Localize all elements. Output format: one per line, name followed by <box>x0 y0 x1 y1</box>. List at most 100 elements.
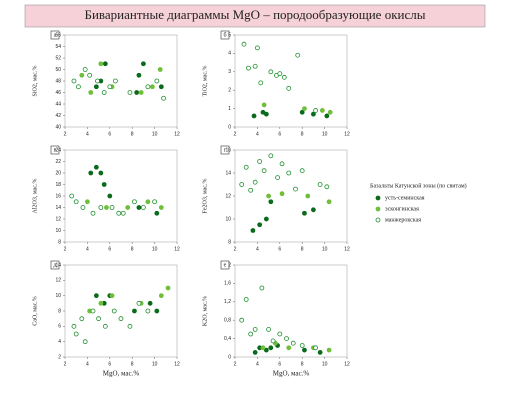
point <box>98 300 104 306</box>
point <box>80 205 86 210</box>
point <box>90 308 96 314</box>
x-tick-label: 8 <box>131 246 134 252</box>
x-tick-label: 8 <box>131 131 134 137</box>
x-axis-label: MgO, мас.% <box>273 370 310 378</box>
panel-box <box>50 30 60 40</box>
point <box>87 72 93 78</box>
point <box>154 308 160 314</box>
x-tick-label: 4 <box>256 361 259 367</box>
y-tick-label: 1,2 <box>224 299 231 305</box>
point <box>98 170 104 176</box>
y-tick-label: 0 <box>228 354 231 360</box>
y-tick-label: 12 <box>225 193 231 199</box>
legend-label: эсконгинская <box>385 206 419 212</box>
x-tick-label: 6 <box>108 361 111 367</box>
point <box>324 113 330 119</box>
point <box>248 187 254 193</box>
plot-frame <box>64 34 178 128</box>
y-tick-label: 2 <box>228 88 231 94</box>
point <box>279 161 285 167</box>
point <box>299 168 305 174</box>
y-tick-label: 20 <box>55 170 61 176</box>
panel-box <box>50 260 60 270</box>
point <box>252 326 258 332</box>
y-axis-label: SiO2, мас.% <box>32 66 38 97</box>
x-axis-label: MgO, мас.% <box>103 370 140 378</box>
point <box>127 90 133 95</box>
panel-letter: е <box>224 262 227 268</box>
plot-frame <box>234 34 348 128</box>
x-tick-label: 8 <box>301 131 304 137</box>
y-tick-label: 44 <box>55 101 61 107</box>
y-tick-label: 54 <box>55 44 61 50</box>
point <box>295 52 301 58</box>
point <box>79 316 85 322</box>
y-tick-label: 4 <box>228 51 231 57</box>
y-axis-label: CaO, мас.% <box>32 296 38 326</box>
point <box>243 164 249 170</box>
point <box>73 199 79 205</box>
point <box>279 191 285 197</box>
y-tick-label: 0,4 <box>224 336 231 342</box>
y-tick-label: 14 <box>55 262 61 268</box>
legend-label: усть-семинская <box>385 195 425 201</box>
y-tick-label: 42 <box>55 113 61 119</box>
point <box>252 63 258 69</box>
y-tick-label: 12 <box>55 216 61 222</box>
y-axis-label: TiO2, мас.% <box>202 65 208 96</box>
point <box>120 210 126 216</box>
point <box>305 193 311 199</box>
panel-letter: а <box>54 32 57 38</box>
y-tick-label: 12 <box>55 278 61 284</box>
point <box>286 85 292 91</box>
y-axis-label: Fe2O3, мас.% <box>202 179 208 214</box>
x-tick-label: 8 <box>301 246 304 252</box>
point <box>266 193 272 199</box>
legend-label: манжерокская <box>385 217 421 223</box>
point <box>157 67 163 72</box>
point <box>132 199 137 205</box>
point <box>145 84 151 90</box>
point <box>90 210 96 216</box>
y-tick-label: 5 <box>228 32 231 38</box>
x-tick-label: 12 <box>344 131 350 137</box>
y-tick-label: 14 <box>55 205 61 211</box>
y-tick-label: 8 <box>58 239 61 245</box>
plot-frame <box>64 264 178 358</box>
y-tick-label: 40 <box>55 124 61 130</box>
x-tick-label: 10 <box>322 246 328 252</box>
y-tick-label: 52 <box>55 55 61 61</box>
point <box>319 108 325 113</box>
y-tick-label: 4 <box>58 339 61 345</box>
x-tick-label: 12 <box>344 361 350 367</box>
point <box>268 345 274 351</box>
point <box>310 207 316 213</box>
point <box>132 308 137 314</box>
point <box>140 61 146 67</box>
point <box>241 41 247 47</box>
point <box>107 84 113 90</box>
y-tick-label: 10 <box>225 216 231 222</box>
y-tick-label: 0,8 <box>224 318 231 324</box>
y-tick-label: 6 <box>58 324 61 330</box>
y-tick-label: 10 <box>55 293 61 299</box>
point <box>268 153 274 159</box>
point <box>251 113 257 119</box>
legend-marker <box>375 195 381 201</box>
point <box>145 308 151 314</box>
point <box>158 293 164 299</box>
y-tick-label: 46 <box>55 90 61 96</box>
panel-box <box>220 30 230 40</box>
point <box>258 80 264 86</box>
y-tick-label: 8 <box>58 308 61 314</box>
x-tick-label: 2 <box>64 361 67 367</box>
y-tick-label: 8 <box>228 239 231 245</box>
point <box>259 285 265 291</box>
point <box>82 339 88 345</box>
point <box>317 182 323 187</box>
point <box>281 74 287 80</box>
point <box>326 347 332 353</box>
point <box>102 61 108 67</box>
point <box>252 179 258 185</box>
point <box>248 331 254 337</box>
